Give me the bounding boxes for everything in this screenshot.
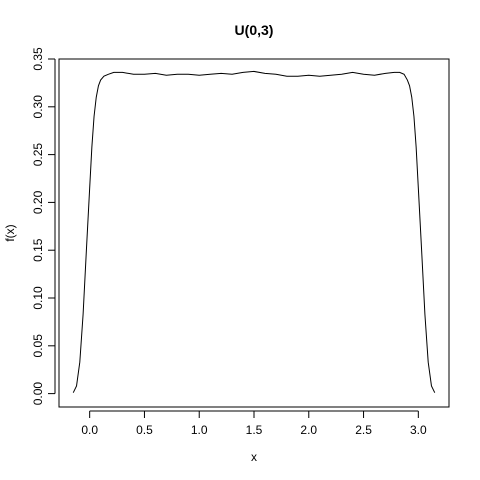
density-curve [72, 70, 436, 393]
y-tick-label: 0.30 [31, 95, 45, 119]
x-tick-label: 1.5 [246, 423, 263, 437]
y-tick-label: 0.35 [31, 47, 45, 71]
x-tick-label: 0.5 [136, 423, 153, 437]
x-tick-label: 1.0 [191, 423, 208, 437]
x-tick-label: 0.0 [81, 423, 98, 437]
x-axis: 0.0 0.5 1.0 1.5 2.0 2.5 3.0 [81, 410, 427, 437]
x-tick-label: 2.5 [355, 423, 372, 437]
x-axis-label: x [251, 450, 257, 464]
density-curve-layer [72, 70, 436, 393]
y-tick-label: 0.15 [31, 238, 45, 262]
y-tick-label: 0.00 [31, 382, 45, 406]
y-tick-label: 0.10 [31, 286, 45, 310]
x-tick-label: 3.0 [410, 423, 427, 437]
plot-frame [58, 58, 450, 408]
y-axis: 0.00 0.05 0.10 0.15 0.20 0.25 0.30 0.35 [31, 47, 56, 406]
y-tick-label: 0.05 [31, 334, 45, 358]
y-axis-label: f(x) [3, 224, 17, 241]
y-tick-label: 0.20 [31, 190, 45, 214]
x-tick-label: 2.0 [300, 423, 317, 437]
y-tick-label: 0.25 [31, 143, 45, 167]
chart-title: U(0,3) [235, 22, 274, 38]
